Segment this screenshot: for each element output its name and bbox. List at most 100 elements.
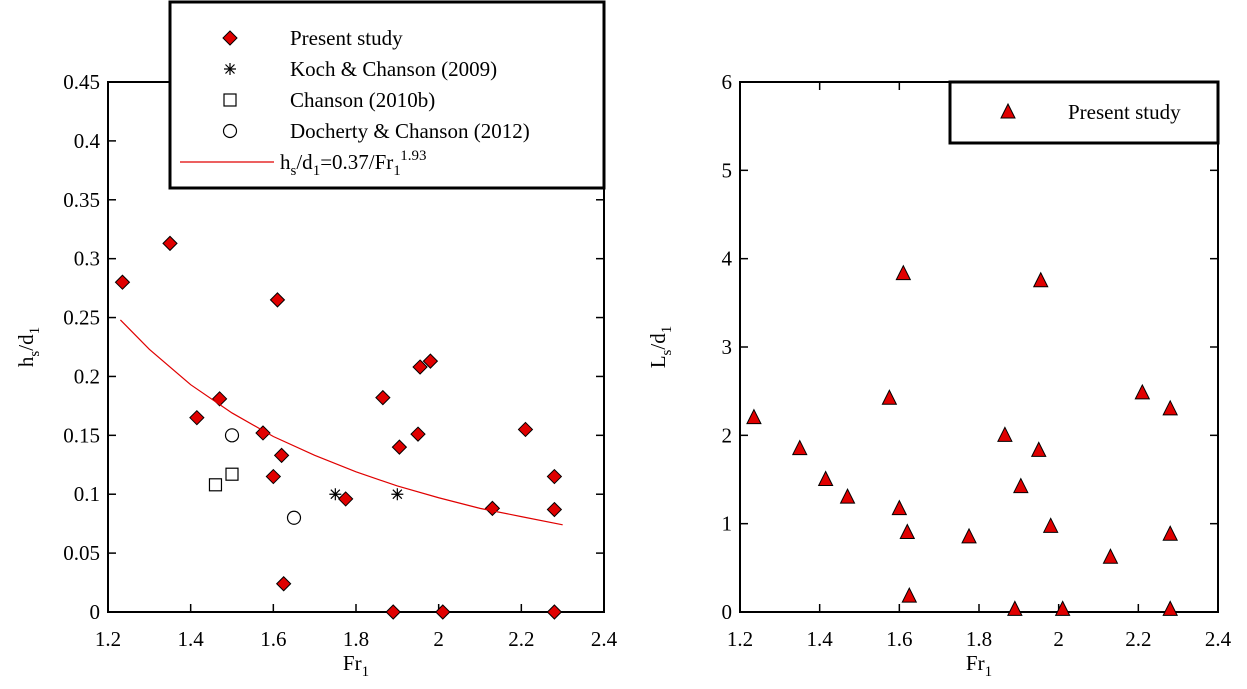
legend-label: Chanson (2010b) — [290, 88, 435, 112]
y-tick-label: 0.4 — [74, 129, 101, 153]
marker — [1054, 600, 1071, 616]
y-tick-label: 1 — [722, 512, 733, 536]
text-part: 1 — [313, 163, 321, 179]
text-part: /d — [296, 150, 313, 174]
x-axis-label: Fr1 — [966, 651, 992, 680]
text-part: s — [659, 349, 675, 355]
marker — [901, 586, 918, 603]
y-axis-label: hs/d1 — [14, 327, 43, 367]
legend-box — [948, 80, 1220, 145]
marker — [273, 447, 290, 464]
y-tick-label: 0.1 — [74, 482, 100, 506]
text-part: 1.93 — [400, 148, 426, 164]
marker — [410, 426, 426, 442]
fit-curve — [119, 319, 563, 526]
marker — [269, 292, 286, 308]
marker — [255, 425, 271, 441]
text-part: /d — [14, 334, 38, 351]
marker — [895, 264, 912, 281]
marker — [1162, 525, 1179, 541]
marker — [1042, 517, 1059, 533]
marker — [422, 353, 439, 369]
marker — [517, 421, 534, 438]
marker — [391, 488, 404, 501]
marker — [412, 359, 428, 375]
marker — [208, 478, 223, 492]
marker — [817, 470, 834, 486]
marker — [1007, 600, 1023, 616]
text-part: h — [280, 150, 291, 174]
text-part: 1 — [27, 327, 43, 335]
marker — [114, 274, 131, 290]
marker — [222, 30, 238, 46]
text-part: 1 — [985, 664, 993, 680]
y-tick-label: 4 — [722, 247, 733, 271]
marker — [385, 604, 401, 620]
marker — [329, 488, 342, 501]
text-part: =0.37/Fr — [320, 150, 393, 174]
text-part: 1 — [393, 163, 400, 179]
x-tick-label: 1.4 — [178, 627, 205, 651]
marker — [275, 576, 292, 592]
marker — [891, 499, 908, 516]
legend-label: hs/d1=0.37/Fr11.93 — [280, 148, 427, 179]
marker — [286, 510, 302, 525]
y-tick-label: 0.45 — [63, 70, 100, 94]
y-tick-label: 5 — [722, 158, 733, 182]
chart: 1.2 1.4 1.6 1.8 2 2.2 2.40123456Fr1Ls/d1Presen… — [646, 70, 1232, 680]
marker — [211, 391, 228, 407]
marker — [224, 428, 240, 443]
marker — [546, 501, 563, 518]
marker — [265, 468, 282, 485]
text-part: /d — [646, 333, 670, 350]
x-tick-label: 1.6 — [886, 627, 912, 651]
x-tick-label: 2.4 — [1205, 627, 1232, 651]
x-tick-label: 1.4 — [807, 627, 834, 651]
y-tick-label: 0.25 — [63, 306, 100, 330]
marker — [435, 604, 451, 620]
marker — [839, 488, 856, 504]
text-part: h — [14, 356, 38, 367]
marker — [791, 439, 808, 456]
text-part: s — [27, 351, 43, 357]
marker — [881, 389, 898, 405]
text-part: s — [291, 163, 297, 179]
marker — [1134, 383, 1151, 400]
marker — [225, 467, 239, 481]
marker — [337, 491, 354, 507]
marker — [1162, 600, 1179, 616]
y-axis-label: Ls/d1 — [646, 326, 675, 369]
marker — [189, 409, 205, 426]
legend-box — [168, 0, 606, 190]
y-tick-label: 0.15 — [63, 423, 100, 447]
marker — [546, 468, 563, 485]
marker — [546, 604, 563, 620]
y-tick-label: 0.35 — [63, 188, 100, 212]
marker — [484, 500, 501, 517]
x-axis-label: Fr1 — [343, 651, 369, 680]
y-tick-label: 6 — [722, 70, 733, 94]
plot-frame — [739, 81, 1219, 613]
marker — [1032, 271, 1049, 288]
legend-label: Present study — [1068, 100, 1181, 124]
text-part: 1 — [659, 326, 675, 334]
marker — [1162, 399, 1179, 416]
marker — [1000, 102, 1016, 119]
y-tick-label: 0.05 — [63, 541, 100, 565]
x-tick-label: 2.2 — [1125, 627, 1151, 651]
y-tick-label: 2 — [722, 423, 733, 447]
chart: 1.2 1.4 1.6 1.8 2 2.2 2.4 0 0.05 0.1 0.15 0.2 0.25 0.… — [14, 0, 618, 680]
marker — [899, 523, 916, 539]
marker — [746, 408, 762, 425]
x-tick-label: 2.4 — [591, 627, 618, 651]
marker — [223, 93, 237, 107]
legend-label: Docherty & Chanson (2012) — [290, 119, 530, 143]
legend-label: Koch & Chanson (2009) — [290, 57, 497, 81]
x-tick-label: 1.8 — [966, 627, 992, 651]
marker — [222, 123, 238, 139]
marker — [162, 235, 178, 252]
marker — [224, 63, 236, 75]
marker — [1030, 441, 1047, 457]
y-tick-label: 0.2 — [74, 364, 100, 388]
